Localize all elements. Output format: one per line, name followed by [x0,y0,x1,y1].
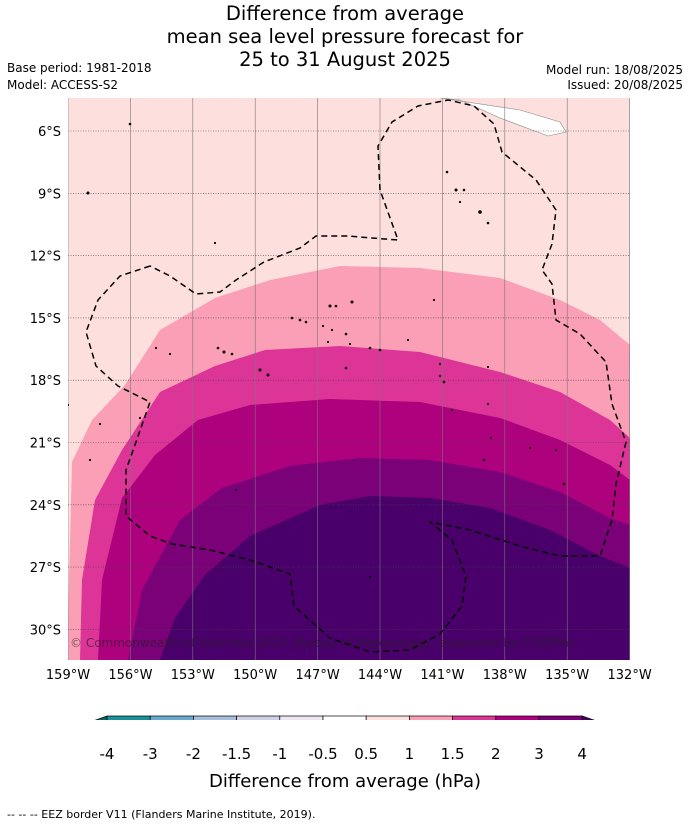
colorbar-swatch [236,715,281,720]
colorbar-tick-label: 1 [404,745,415,763]
title-line-1: Difference from average [225,2,465,25]
colorbar-tick-label: -1.5 [221,745,252,763]
lon-tick-label: 153°W [171,668,215,683]
pressure-anomaly-map: © Commonwealth of Australia 2025, Bureau… [30,98,652,720]
colorbar-swatch [322,715,367,720]
lat-tick-label: 9°S [38,187,61,202]
gridlines [68,98,630,660]
colorbar [94,715,595,720]
colorbar-title: Difference from average (hPa) [208,771,482,792]
island-markers [68,122,566,579]
colorbar-swatch [409,715,453,720]
white-patch [439,98,567,137]
colorbar-tick-label: 0.5 [354,745,379,763]
colorbar-swatch [495,715,540,720]
title-line-3: 25 to 31 August 2025 [239,48,451,71]
colorbar-tick-label: -0.5 [308,745,338,763]
lat-tick-label: 30°S [30,623,61,638]
colorbar-low-arrow [94,715,108,720]
lat-tick-label: 18°S [30,374,61,389]
colorbar-high-arrow [581,715,595,720]
lon-tick-label: 159°W [46,668,90,683]
colorbar-tick-label: 3 [534,745,544,763]
lon-tick-label: 135°W [545,668,589,683]
copyright-text: © Commonwealth of Australia 2025, Bureau… [70,636,575,650]
colorbar-tick-label: -2 [185,745,201,763]
colorbar-swatch [538,715,583,720]
issued-label: Issued: 20/08/2025 [567,78,683,92]
eez-border [85,99,627,653]
model-label: Model: ACCESS-S2 [7,78,119,92]
colorbar-swatch [365,715,410,720]
map-area [68,98,630,660]
lat-tick-label: 15°S [30,312,61,327]
colorbar-tick-label: -1 [272,745,288,763]
colorbar-tick-label: 2 [491,745,501,763]
lat-tick-label: 6°S [38,125,61,140]
eez-legend-footer: -- -- -- EEZ border V11 (Flanders Marine… [7,808,316,821]
colorbar-tick-label: 1.5 [440,745,465,763]
lon-tick-label: 150°W [233,668,277,683]
colorbar-swatch [279,715,324,720]
colorbar-swatch [149,715,194,720]
colorbar-swatch [193,715,237,720]
colorbar-tick-label: -4 [99,745,115,763]
lat-tick-label: 21°S [30,437,61,452]
latitude-tick-labels: 6°S 9°S 12°S 15°S 18°S 21°S 24°S 27°S 30°S [30,125,61,638]
lon-tick-label: 138°W [483,668,527,683]
lon-tick-label: 156°W [108,668,152,683]
lon-tick-label: 144°W [358,668,402,683]
colorbar-swatch [452,715,497,720]
colorbar-tick-label: -3 [142,745,158,763]
base-period-label: Base period: 1981-2018 [7,61,152,75]
longitude-tick-labels: 159°W 156°W 153°W 150°W 147°W 144°W 141°W 138°W… [46,668,652,683]
lat-tick-label: 12°S [30,250,61,265]
lat-tick-label: 24°S [30,499,61,514]
lon-tick-label: 132°W [608,668,652,683]
colorbar-swatch [106,715,151,720]
lon-tick-label: 141°W [420,668,464,683]
band-above-4 [160,496,630,660]
colorbar-tick-label: 4 [577,745,587,763]
lon-tick-label: 147°W [296,668,340,683]
lat-tick-label: 27°S [30,561,61,576]
model-run-label: Model run: 18/08/2025 [545,63,683,77]
title-line-2: mean sea level pressure forecast for [166,25,524,48]
